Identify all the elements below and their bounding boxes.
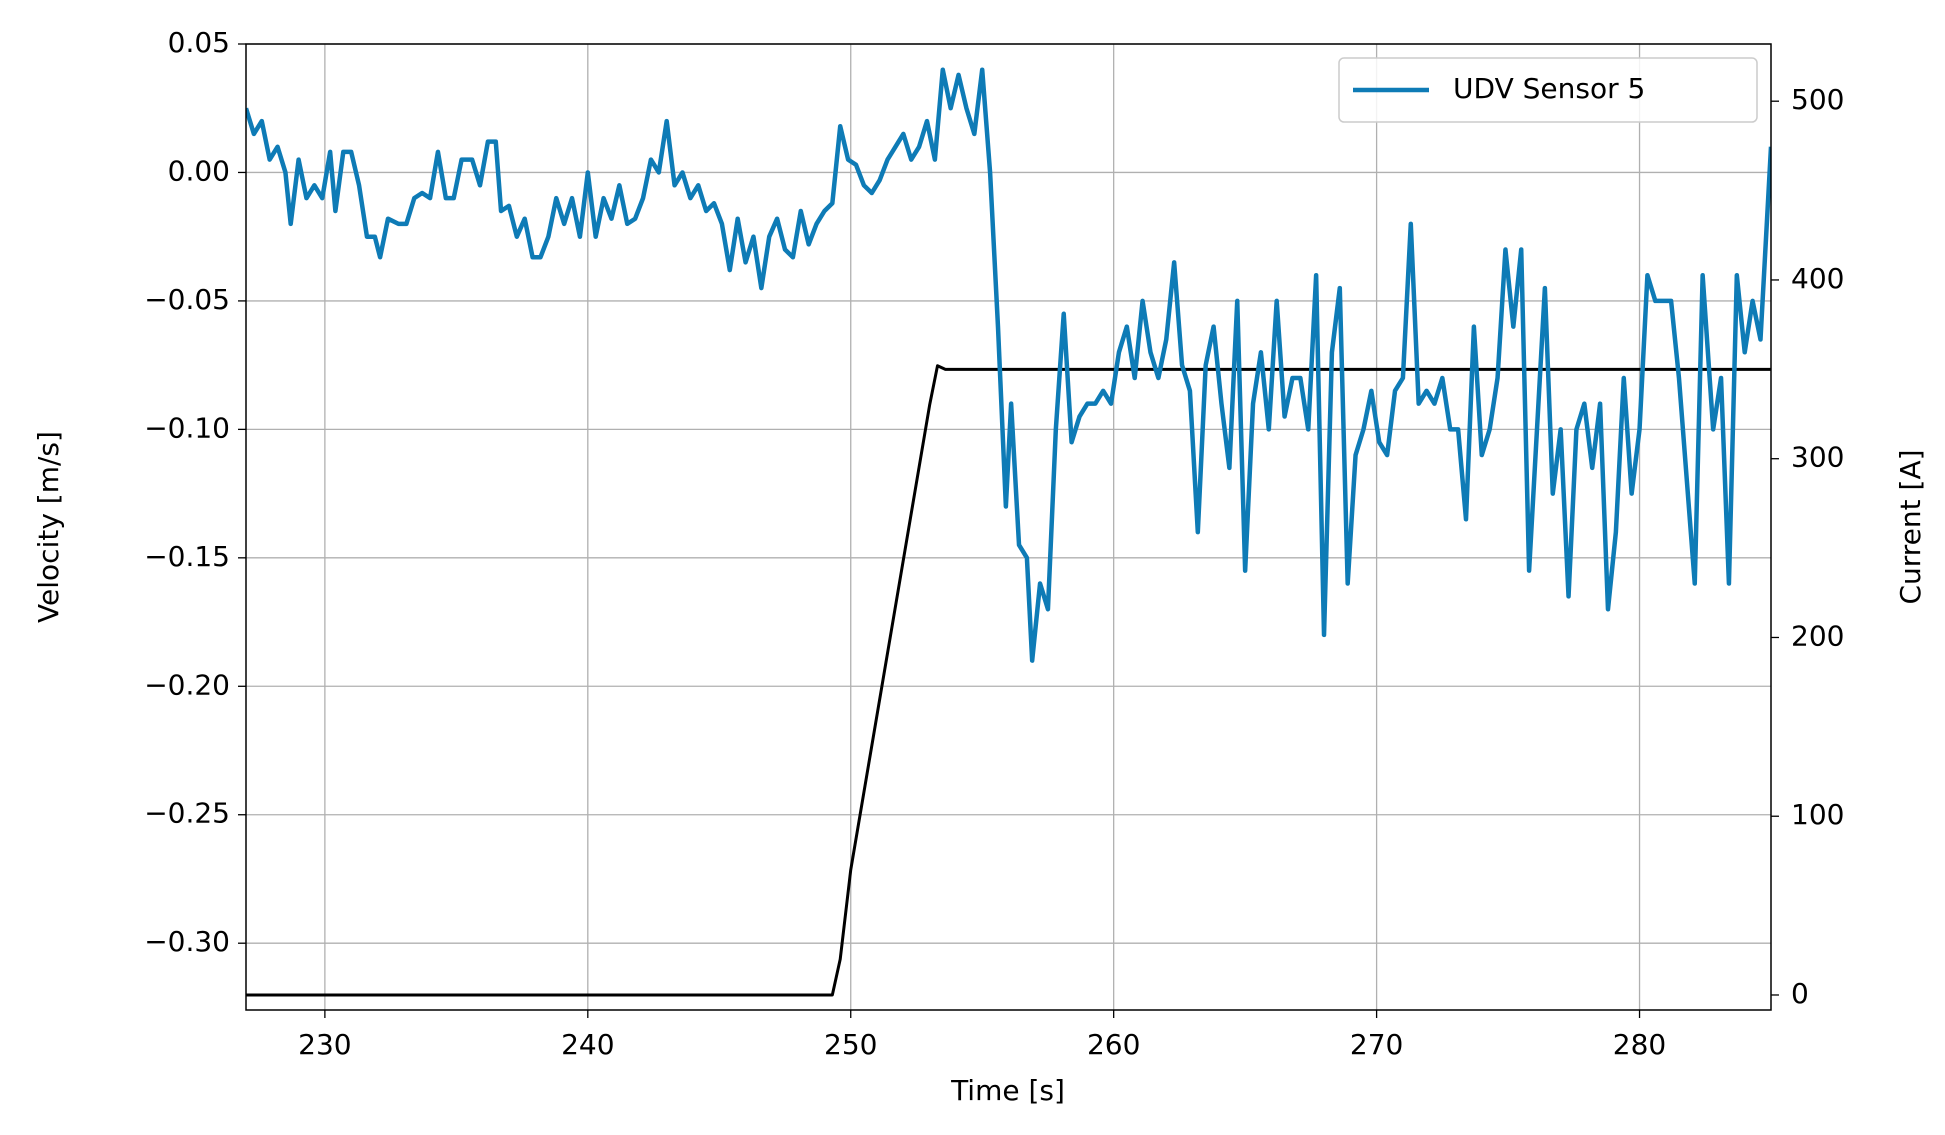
x-tick-label: 240 (561, 1028, 614, 1061)
data-line (246, 67, 1771, 663)
x-tick-label: 280 (1613, 1028, 1666, 1061)
y-tick-label: −0.15 (144, 540, 230, 573)
y2-axis-label: Current [A] (1894, 449, 1927, 604)
y2-tick-label: 400 (1791, 262, 1844, 295)
y-tick-label: −0.10 (144, 411, 230, 444)
y-tick-label: 0.00 (168, 154, 230, 187)
x-axis-label: Time [s] (950, 1074, 1065, 1107)
y-tick-label: −0.30 (144, 925, 230, 958)
y-axis-label: Velocity [m/s] (32, 431, 65, 623)
x-tick-label: 260 (1087, 1028, 1140, 1061)
x-tick-label: 250 (824, 1028, 877, 1061)
y2-tick-label: 0 (1791, 977, 1809, 1010)
legend-box (1338, 57, 1758, 123)
data-line (246, 364, 1771, 997)
plot-frame (245, 43, 1772, 1011)
y2-tick-label: 500 (1791, 83, 1844, 116)
y-tick-label: −0.05 (144, 283, 230, 316)
x-tick-label: 230 (298, 1028, 351, 1061)
y2-tick-label: 300 (1791, 441, 1844, 474)
y-tick-label: −0.25 (144, 797, 230, 830)
y2-tick-label: 200 (1791, 619, 1844, 652)
y2-tick-label: 100 (1791, 798, 1844, 831)
x-tick-label: 270 (1350, 1028, 1403, 1061)
y-tick-label: −0.20 (144, 668, 230, 701)
y-tick-label: 0.05 (168, 26, 230, 59)
legend-label: UDV Sensor 5 (1453, 72, 1645, 105)
